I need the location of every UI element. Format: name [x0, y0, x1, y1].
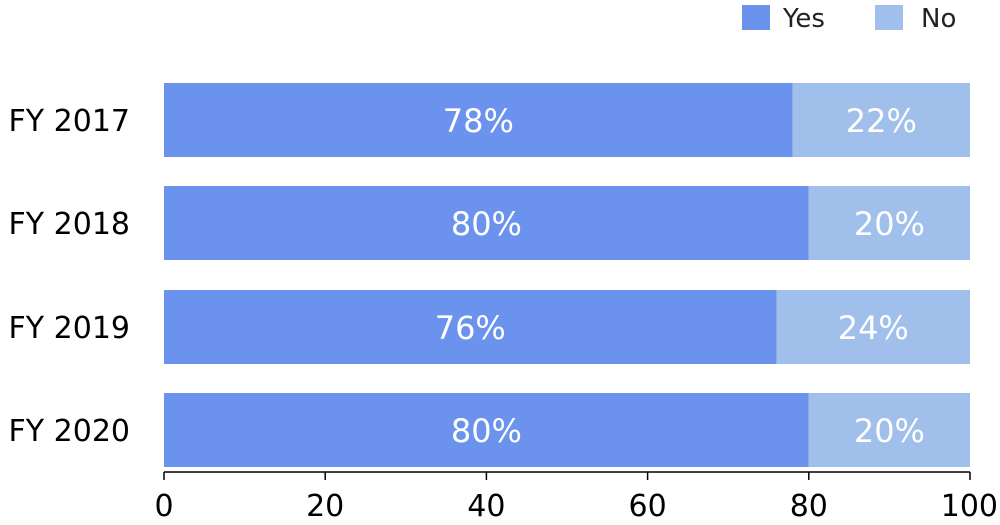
- bar-no-1: [808, 186, 970, 260]
- legend-label-yes: Yes: [782, 4, 825, 34]
- bar-label-yes-0: 78%: [443, 102, 514, 140]
- x-axis: 0 20 40 60 80 100: [154, 471, 998, 524]
- bar-label-yes-3: 80%: [451, 412, 522, 450]
- x-tick-label-5: 100: [941, 489, 998, 524]
- bar-yes-0: [164, 83, 793, 157]
- legend: Yes No: [742, 4, 956, 34]
- legend-label-no: No: [921, 4, 956, 34]
- bars: 78% 22% 80% 20% 76% 24% 80% 20%: [164, 83, 970, 467]
- x-tick-label-1: 20: [306, 489, 344, 524]
- x-tick-label-3: 60: [629, 489, 667, 524]
- bar-yes-2: [164, 290, 777, 364]
- bar-no-0: [792, 83, 970, 157]
- category-labels: FY 2017 FY 2018 FY 2019 FY 2020: [9, 104, 130, 449]
- bar-label-no-1: 20%: [854, 205, 925, 243]
- bar-no-2: [776, 290, 970, 364]
- bar-label-no-3: 20%: [854, 412, 925, 450]
- bar-yes-1: [164, 186, 809, 260]
- x-tick-label-0: 0: [154, 489, 173, 524]
- bar-label-yes-1: 80%: [451, 205, 522, 243]
- legend-swatch-no: [875, 5, 903, 30]
- category-label-3: FY 2020: [9, 414, 130, 449]
- bar-yes-3: [164, 393, 809, 467]
- category-label-1: FY 2018: [9, 207, 130, 242]
- x-tick-label-4: 80: [790, 489, 828, 524]
- bar-no-3: [808, 393, 970, 467]
- category-label-2: FY 2019: [9, 311, 130, 346]
- bar-label-yes-2: 76%: [435, 309, 506, 347]
- x-tick-label-2: 40: [467, 489, 505, 524]
- category-label-0: FY 2017: [9, 104, 130, 139]
- bar-label-no-0: 22%: [846, 102, 917, 140]
- bar-label-no-2: 24%: [838, 309, 909, 347]
- legend-swatch-yes: [742, 5, 770, 30]
